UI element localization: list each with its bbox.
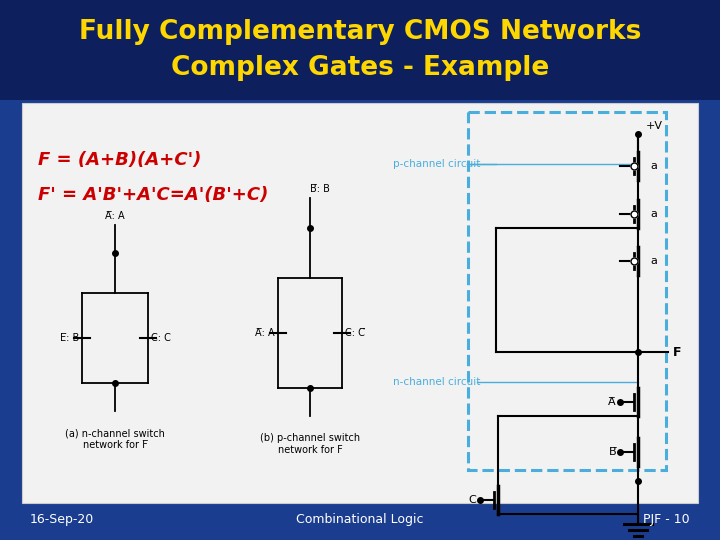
Text: E̅: B: E̅: B (60, 333, 79, 343)
FancyBboxPatch shape (0, 162, 720, 189)
Text: C: C: C: C (151, 333, 171, 343)
FancyBboxPatch shape (0, 351, 720, 378)
Text: a: a (650, 209, 657, 219)
Text: A̅: A̅ (608, 397, 616, 407)
Text: A̅: A: A̅: A (256, 328, 275, 338)
Text: Fully Complementary CMOS Networks: Fully Complementary CMOS Networks (78, 19, 642, 45)
Text: B̅: B̅ (608, 447, 616, 457)
FancyBboxPatch shape (22, 103, 698, 503)
FancyBboxPatch shape (0, 297, 720, 324)
Text: a: a (650, 161, 657, 171)
Text: a: a (650, 256, 657, 266)
FancyBboxPatch shape (0, 513, 720, 540)
FancyBboxPatch shape (0, 81, 720, 108)
FancyBboxPatch shape (0, 324, 720, 351)
FancyBboxPatch shape (0, 54, 720, 81)
FancyBboxPatch shape (0, 189, 720, 216)
FancyBboxPatch shape (0, 0, 720, 100)
Text: n-channel circuit: n-channel circuit (393, 377, 480, 387)
Text: p-channel circuit: p-channel circuit (393, 159, 480, 169)
FancyBboxPatch shape (0, 0, 720, 27)
Text: PJF - 10: PJF - 10 (644, 514, 690, 526)
Text: F: F (673, 346, 682, 359)
FancyBboxPatch shape (0, 486, 720, 513)
FancyBboxPatch shape (0, 270, 720, 297)
FancyBboxPatch shape (0, 243, 720, 270)
FancyBboxPatch shape (0, 27, 720, 54)
FancyBboxPatch shape (0, 135, 720, 162)
Text: A̅: A: A̅: A (105, 211, 125, 221)
FancyBboxPatch shape (0, 216, 720, 243)
Text: C: C̅: C: C̅ (345, 328, 365, 338)
Text: F = (A+B)(A+C'): F = (A+B)(A+C') (38, 151, 202, 169)
FancyBboxPatch shape (0, 432, 720, 459)
Text: Combinational Logic: Combinational Logic (296, 514, 424, 526)
FancyBboxPatch shape (0, 378, 720, 405)
Text: C: C (468, 495, 476, 505)
FancyBboxPatch shape (0, 405, 720, 432)
FancyBboxPatch shape (0, 459, 720, 486)
Text: Complex Gates - Example: Complex Gates - Example (171, 55, 549, 81)
Text: F' = A'B'+A'C=A'(B'+C): F' = A'B'+A'C=A'(B'+C) (38, 186, 269, 204)
Text: (a) n-channel switch
network for F̅: (a) n-channel switch network for F̅ (65, 428, 165, 450)
FancyBboxPatch shape (0, 108, 720, 135)
Text: (b) p-channel switch
network for F: (b) p-channel switch network for F (260, 433, 360, 455)
Text: +V: +V (646, 121, 663, 131)
Text: B̅: B: B̅: B (310, 184, 330, 194)
Text: 16-Sep-20: 16-Sep-20 (30, 514, 94, 526)
